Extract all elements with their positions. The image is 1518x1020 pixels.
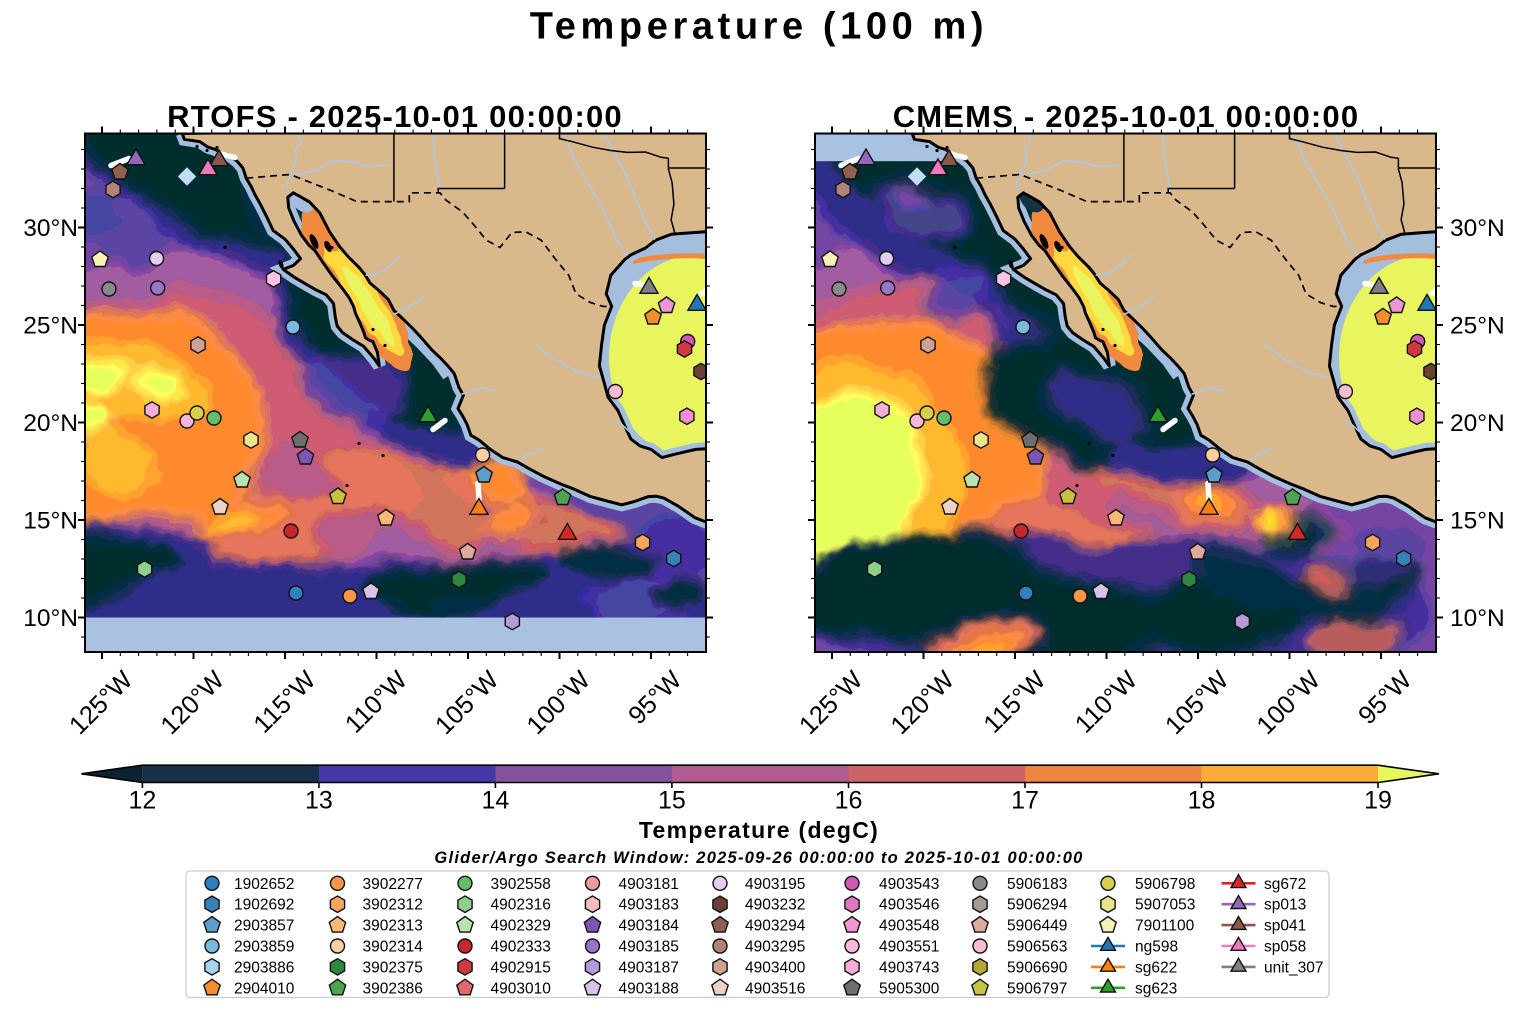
svg-text:20°N: 20°N xyxy=(1450,410,1505,437)
svg-text:sp013: sp013 xyxy=(1264,897,1306,914)
svg-text:3902375: 3902375 xyxy=(363,959,423,976)
svg-text:3902277: 3902277 xyxy=(363,876,423,893)
svg-text:Temperature (degC): Temperature (degC) xyxy=(639,817,879,843)
svg-text:5906798: 5906798 xyxy=(1135,876,1195,893)
svg-text:5906563: 5906563 xyxy=(1007,939,1067,956)
svg-text:4903232: 4903232 xyxy=(745,897,805,914)
svg-text:4903187: 4903187 xyxy=(619,959,679,976)
svg-text:2903859: 2903859 xyxy=(234,939,294,956)
svg-text:3902313: 3902313 xyxy=(363,918,423,935)
svg-text:13: 13 xyxy=(305,787,333,815)
svg-text:15°N: 15°N xyxy=(1450,508,1505,535)
svg-text:1902692: 1902692 xyxy=(234,897,294,914)
svg-text:4903181: 4903181 xyxy=(619,876,679,893)
svg-text:4903548: 4903548 xyxy=(879,918,939,935)
svg-text:4903188: 4903188 xyxy=(619,980,679,997)
svg-text:RTOFS - 2025-10-01 00:00:00: RTOFS - 2025-10-01 00:00:00 xyxy=(167,99,623,134)
svg-text:1902652: 1902652 xyxy=(234,876,294,893)
svg-text:5906797: 5906797 xyxy=(1007,980,1067,997)
svg-text:17: 17 xyxy=(1011,787,1039,815)
svg-text:5905300: 5905300 xyxy=(879,980,940,997)
svg-text:4903294: 4903294 xyxy=(745,918,806,935)
svg-text:4903743: 4903743 xyxy=(879,959,939,976)
svg-text:4903185: 4903185 xyxy=(619,939,679,956)
svg-text:3902558: 3902558 xyxy=(491,876,551,893)
svg-text:sg622: sg622 xyxy=(1135,959,1177,976)
svg-text:4902329: 4902329 xyxy=(491,918,551,935)
svg-text:25°N: 25°N xyxy=(1450,313,1505,340)
svg-text:2903857: 2903857 xyxy=(234,918,294,935)
svg-text:4903543: 4903543 xyxy=(879,876,939,893)
svg-text:Temperature (100 m): Temperature (100 m) xyxy=(530,6,988,48)
svg-text:15: 15 xyxy=(658,787,686,815)
svg-text:2904010: 2904010 xyxy=(234,980,295,997)
svg-text:4903546: 4903546 xyxy=(879,897,939,914)
svg-text:10°N: 10°N xyxy=(1450,605,1505,632)
svg-text:unit_307: unit_307 xyxy=(1264,959,1323,976)
svg-text:18: 18 xyxy=(1188,787,1216,815)
svg-text:4902915: 4902915 xyxy=(491,959,551,976)
svg-text:14: 14 xyxy=(481,787,509,815)
svg-text:sg672: sg672 xyxy=(1264,876,1306,893)
svg-text:sp058: sp058 xyxy=(1264,939,1306,956)
svg-text:4903551: 4903551 xyxy=(879,939,939,956)
svg-text:4903295: 4903295 xyxy=(745,939,805,956)
svg-text:ng598: ng598 xyxy=(1135,939,1178,956)
svg-text:5906449: 5906449 xyxy=(1007,918,1067,935)
svg-text:5907053: 5907053 xyxy=(1135,897,1195,914)
svg-text:4903516: 4903516 xyxy=(745,980,805,997)
svg-text:3902312: 3902312 xyxy=(363,897,423,914)
svg-text:4903184: 4903184 xyxy=(619,918,680,935)
svg-text:4902333: 4902333 xyxy=(491,939,551,956)
svg-text:4903195: 4903195 xyxy=(745,876,805,893)
svg-text:4902316: 4902316 xyxy=(491,897,551,914)
svg-text:25°N: 25°N xyxy=(23,313,78,340)
svg-text:2903886: 2903886 xyxy=(234,959,294,976)
svg-text:Glider/Argo Search Window: 202: Glider/Argo Search Window: 2025-09-26 00… xyxy=(434,849,1083,867)
svg-text:4903010: 4903010 xyxy=(491,980,552,997)
svg-text:12: 12 xyxy=(128,787,156,815)
svg-text:15°N: 15°N xyxy=(23,508,78,535)
svg-text:4903400: 4903400 xyxy=(745,959,806,976)
svg-text:CMEMS - 2025-10-01 00:00:00: CMEMS - 2025-10-01 00:00:00 xyxy=(893,99,1360,134)
svg-text:7901100: 7901100 xyxy=(1135,918,1195,935)
svg-text:sp041: sp041 xyxy=(1264,918,1306,935)
svg-text:20°N: 20°N xyxy=(23,410,78,437)
svg-text:10°N: 10°N xyxy=(23,605,78,632)
svg-text:4903183: 4903183 xyxy=(619,897,679,914)
svg-text:30°N: 30°N xyxy=(1450,215,1505,242)
svg-text:sg623: sg623 xyxy=(1135,980,1177,997)
svg-text:5906294: 5906294 xyxy=(1007,897,1068,914)
svg-text:16: 16 xyxy=(835,787,863,815)
svg-text:3902386: 3902386 xyxy=(363,980,423,997)
svg-text:5906690: 5906690 xyxy=(1007,959,1068,976)
svg-text:5906183: 5906183 xyxy=(1007,876,1067,893)
svg-text:19: 19 xyxy=(1364,787,1392,815)
svg-text:30°N: 30°N xyxy=(23,215,78,242)
svg-text:3902314: 3902314 xyxy=(363,939,424,956)
